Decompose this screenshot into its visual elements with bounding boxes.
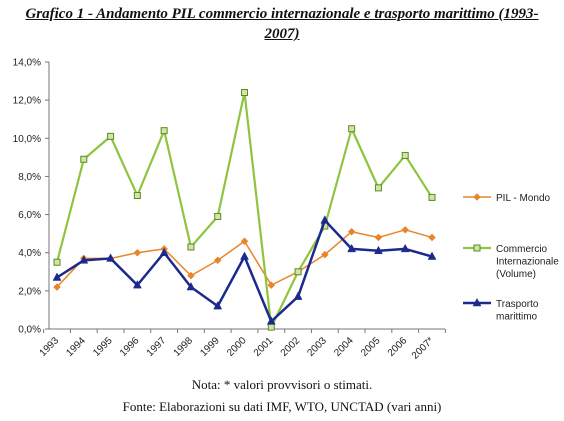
chart-source: Fonte: Elaborazioni su dati IMF, WTO, UN… [122,399,442,414]
data-point-series-0 [187,271,195,280]
x-tick-label: 1995 [91,335,115,359]
data-point-series-1 [401,151,409,159]
data-point-series-2 [320,215,330,224]
x-tick-label: 1997 [145,335,169,359]
data-point-series-2 [186,282,196,291]
x-tick-label: 2000 [225,335,249,359]
data-point-series-0 [133,248,142,257]
chart-title-line-1: Grafico 1 - Andamento PIL commercio inte… [25,6,539,22]
x-tick-label: 2004 [332,335,356,359]
data-point-series-0 [213,256,222,265]
series-line-2 [56,219,433,323]
y-tick-label: 6,0% [18,210,41,221]
data-point-series-2 [347,243,357,253]
data-point-series-2 [79,255,89,264]
data-point-series-1 [133,192,141,199]
data-point-series-2 [400,243,410,253]
data-point-series-0 [401,225,410,234]
data-point-series-1 [214,212,222,220]
y-tick-label: 12,0% [13,96,41,107]
data-point-series-2 [213,301,223,310]
data-point-series-2 [106,253,115,262]
legend-label-1: Commercio [496,244,548,255]
data-point-series-1 [187,243,195,251]
series-line-1 [55,91,433,329]
x-tick-label: 2007* [410,335,436,361]
data-point-series-2 [293,291,303,300]
data-point-series-0 [428,233,436,242]
x-tick-label: 2002 [279,335,303,359]
data-point-series-1 [294,268,302,276]
data-point-series-0 [374,233,383,242]
x-tick-label: 2006 [386,335,410,359]
y-tick-label: 2,0% [18,286,41,297]
data-point-series-2 [159,247,169,256]
x-tick-label: 1996 [118,335,142,359]
data-point-series-0 [53,283,61,291]
data-point-series-1 [374,184,382,192]
data-point-series-2 [240,251,249,260]
x-tick-label: 2001 [252,335,276,359]
x-tick-label: 1998 [172,335,196,359]
data-point-series-1 [428,193,436,201]
x-tick-label: 2003 [305,335,329,359]
data-point-series-1 [107,132,115,140]
data-point-series-0 [347,227,356,236]
data-point-series-1 [348,125,356,133]
data-point-series-2 [427,251,437,260]
legend-marker-2 [472,297,482,307]
x-tick-label: 2005 [359,335,383,359]
data-point-series-0 [321,250,329,259]
legend-marker-0 [473,193,481,201]
legend-label-1: Internazionale [496,257,559,268]
legend-marker-1 [473,244,481,252]
legend-label-1: (Volume) [496,269,536,280]
chart-title-line-2: 2007) [264,26,300,42]
x-tick-label: 1999 [198,335,222,359]
y-tick-label: 0,0% [18,325,41,336]
legend-label-2: marittimo [496,312,538,323]
x-tick-label: 1994 [64,335,88,359]
data-point-series-1 [160,127,168,135]
legend-label-0: PIL - Mondo [496,193,551,204]
data-point-series-1 [53,258,61,266]
x-tick-label: 1993 [38,335,62,359]
data-point-series-2 [374,245,383,255]
y-tick-label: 10,0% [13,134,41,145]
y-tick-label: 14,0% [13,58,41,69]
legend-label-2: Trasporto [496,299,539,310]
chart-note: Nota: * valori provvisori o stimati. [191,377,373,392]
data-point-series-2 [266,316,276,325]
data-point-series-2 [132,280,142,289]
data-point-series-1 [241,89,248,97]
data-point-series-0 [240,237,249,246]
data-point-series-2 [52,272,62,281]
data-point-series-1 [80,155,88,163]
y-tick-label: 8,0% [18,172,41,183]
data-point-series-0 [267,281,276,289]
data-point-series-1 [267,323,275,331]
y-tick-label: 4,0% [18,248,41,259]
